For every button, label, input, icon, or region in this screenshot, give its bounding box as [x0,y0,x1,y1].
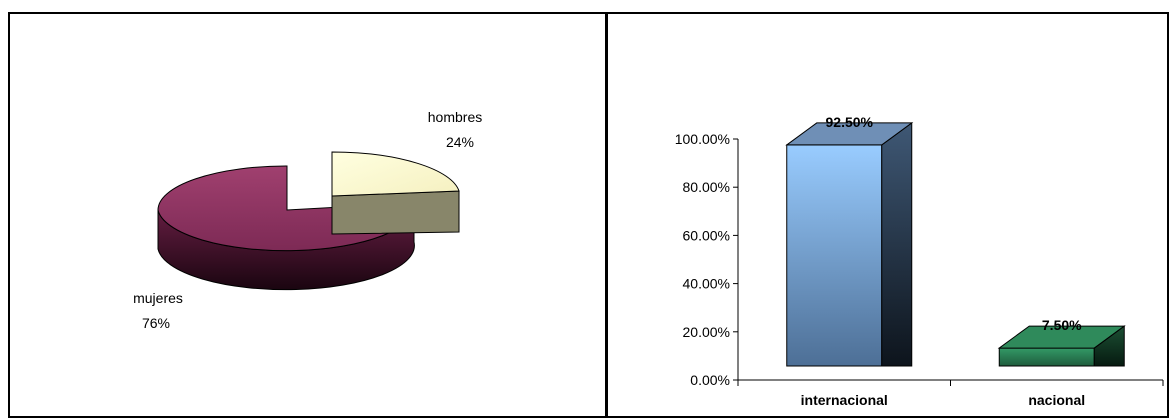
pie-chart: hombres 24% mujeres 76% [133,109,482,331]
bar-axes: 0.00% 20.00% 40.00% 60.00% 80.00% 100.00% [675,131,1164,388]
data-label-nacional: 7.50% [1042,317,1082,333]
y-tick-label: 80.00% [683,179,730,195]
y-tick-label: 0.00% [690,372,730,388]
bar-internacional: 92.50% internacional [785,114,914,408]
bar-side-internacional [881,121,913,367]
y-tick-label: 20.00% [683,324,730,340]
x-tick-label-nacional: nacional [1028,392,1085,408]
y-tick-label: 60.00% [683,227,730,243]
y-tick-label: 100.00% [675,131,730,147]
bar-top-internacional [785,122,914,146]
x-tick-label-internacional: internacional [801,392,888,408]
pie-label-mujeres-name: mujeres [133,290,183,306]
bar-front-internacional [786,144,883,367]
bar-series: 92.50% internacional 7.50% nacional [785,114,1126,408]
pie-chart-panel: hombres 24% mujeres 76% [8,12,607,418]
pie-label-hombres-percent: 24% [446,134,474,150]
bar-chart-panel: 0.00% 20.00% 40.00% 60.00% 80.00% 100.00% 92.… [606,12,1169,418]
bar-chart: 0.00% 20.00% 40.00% 60.00% 80.00% 100.00% 92.… [675,114,1164,408]
y-tick-label: 40.00% [683,276,730,292]
data-label-internacional: 92.50% [826,114,874,130]
pie-label-mujeres-percent: 76% [142,315,170,331]
bar-front-nacional [998,347,1095,367]
pie-slice-hombres [331,151,460,235]
pie-label-hombres-name: hombres [428,109,482,125]
bar-nacional: 7.50% nacional [997,317,1126,408]
bar-top-nacional [997,325,1126,349]
